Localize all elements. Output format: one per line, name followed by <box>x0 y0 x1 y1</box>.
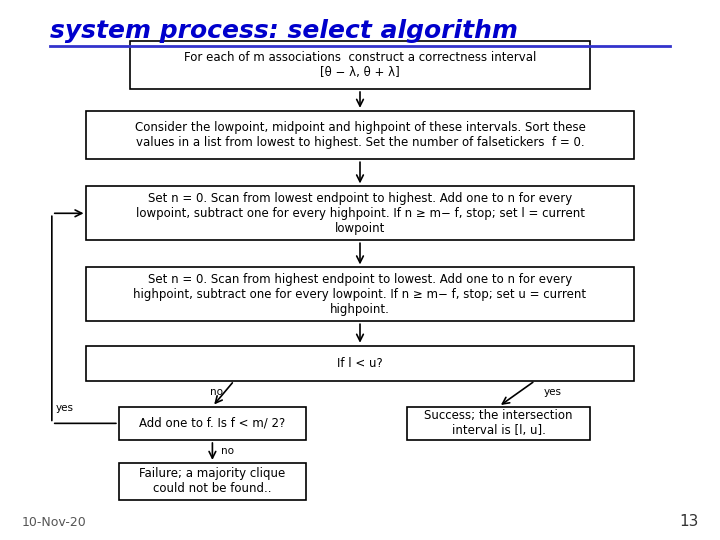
Text: yes: yes <box>55 402 73 413</box>
Text: Success; the intersection
interval is [l, u].: Success; the intersection interval is [l… <box>424 409 573 437</box>
FancyBboxPatch shape <box>130 40 590 89</box>
Text: Add one to f. Is f < m/ 2?: Add one to f. Is f < m/ 2? <box>139 417 286 430</box>
Text: Set n = 0. Scan from lowest endpoint to highest. Add one to n for every
lowpoint: Set n = 0. Scan from lowest endpoint to … <box>135 192 585 235</box>
FancyBboxPatch shape <box>86 267 634 321</box>
Text: For each of m associations  construct a correctness interval
[θ − λ, θ + λ]: For each of m associations construct a c… <box>184 51 536 79</box>
Text: If l < u?: If l < u? <box>337 356 383 370</box>
FancyBboxPatch shape <box>407 407 590 440</box>
Text: Failure; a majority clique
could not be found..: Failure; a majority clique could not be … <box>139 467 286 495</box>
Text: 10-Nov-20: 10-Nov-20 <box>22 516 86 529</box>
Text: 13: 13 <box>679 514 698 529</box>
Text: Set n = 0. Scan from highest endpoint to lowest. Add one to n for every
highpoin: Set n = 0. Scan from highest endpoint to… <box>133 273 587 316</box>
FancyBboxPatch shape <box>86 346 634 381</box>
Text: system process: select algorithm: system process: select algorithm <box>50 19 518 43</box>
Text: no: no <box>221 447 234 456</box>
FancyBboxPatch shape <box>86 111 634 159</box>
FancyBboxPatch shape <box>119 463 306 500</box>
FancyBboxPatch shape <box>119 407 306 440</box>
Text: no: no <box>210 387 223 397</box>
Text: Consider the lowpoint, midpoint and highpoint of these intervals. Sort these
val: Consider the lowpoint, midpoint and high… <box>135 121 585 149</box>
FancyBboxPatch shape <box>86 186 634 240</box>
Text: yes: yes <box>544 387 562 397</box>
